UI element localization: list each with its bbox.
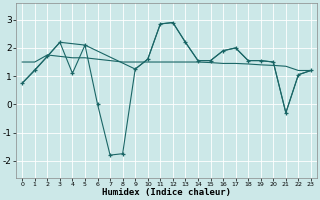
- X-axis label: Humidex (Indice chaleur): Humidex (Indice chaleur): [102, 188, 231, 197]
